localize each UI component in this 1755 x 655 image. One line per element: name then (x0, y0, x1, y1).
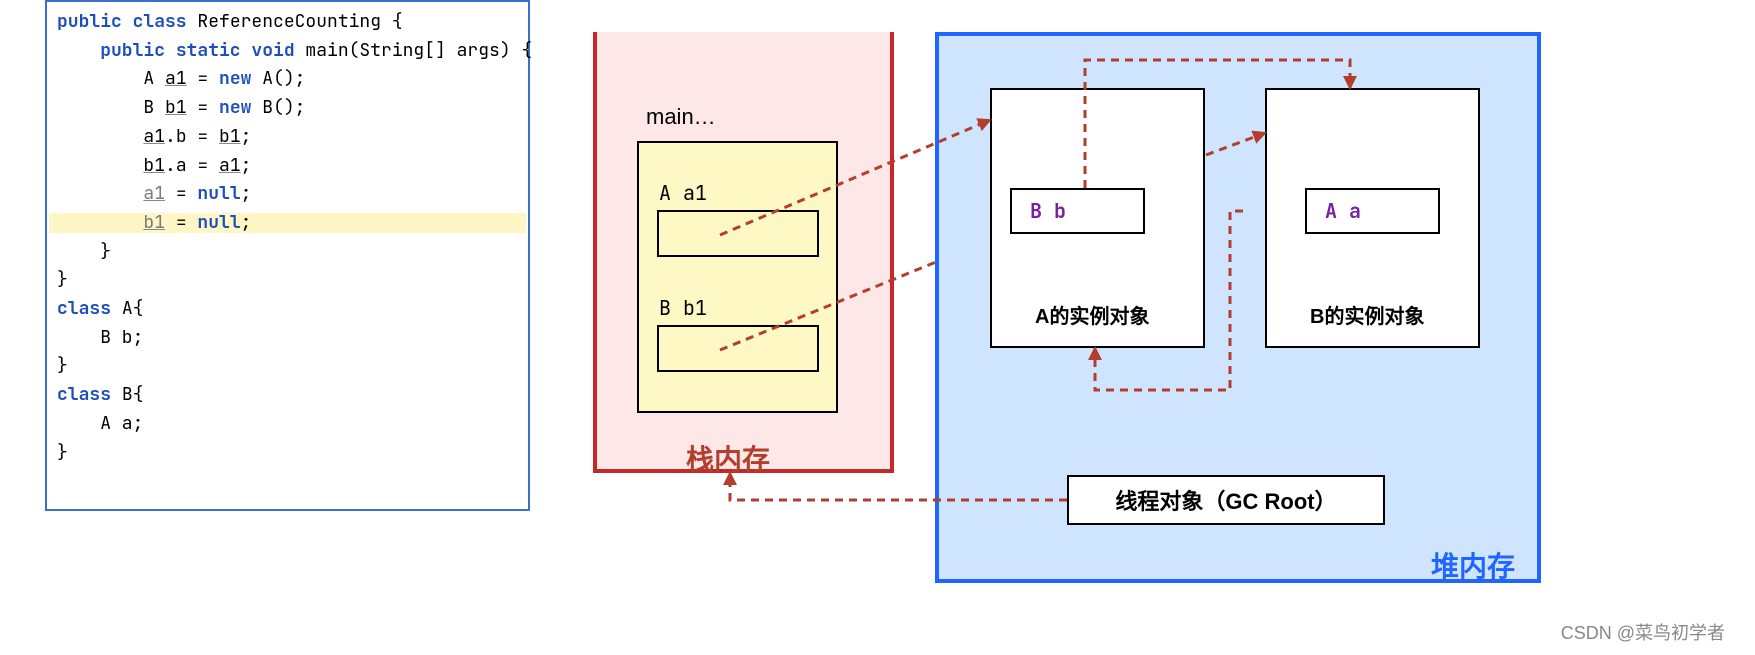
heap-label: 堆内存 (1431, 545, 1515, 585)
heap-object-caption-B: B的实例对象 (1310, 300, 1424, 329)
heap-object-caption-A: A的实例对象 (1035, 300, 1149, 329)
stack-frame-title: main… (646, 104, 716, 130)
heap-field-label-A: B b (1030, 198, 1066, 224)
stack-var-slot-1 (657, 325, 819, 372)
stack-var-slot-0 (657, 210, 819, 257)
code-panel: public class ReferenceCounting { public … (45, 0, 530, 511)
stack-label: 栈内存 (686, 438, 770, 478)
watermark: CSDN @菜鸟初学者 (1561, 619, 1725, 645)
stack-var-label-0: A a1 (659, 180, 707, 206)
heap-field-label-B: A a (1325, 198, 1361, 224)
gc-root-box: 线程对象（GC Root） (1067, 475, 1385, 525)
stack-var-label-1: B b1 (659, 295, 707, 321)
